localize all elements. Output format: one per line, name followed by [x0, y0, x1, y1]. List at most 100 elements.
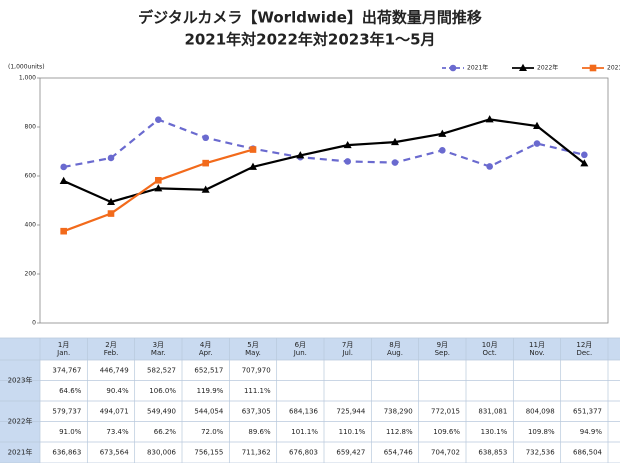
month-ja: 6月	[295, 341, 306, 349]
point	[486, 163, 493, 170]
month-en: Apr.	[199, 349, 213, 357]
legend-label: 2021年	[467, 64, 488, 72]
row-label: 2023年	[8, 376, 33, 385]
table-value: 636,863	[52, 449, 81, 457]
table-value: 579,737	[52, 407, 81, 415]
month-en: Oct.	[483, 349, 497, 357]
month-en: Jul.	[341, 349, 353, 357]
y-tick-label: 800	[25, 124, 37, 131]
point	[519, 63, 527, 71]
point	[60, 163, 67, 171]
table-value: 711,362	[242, 449, 271, 457]
table-header-bg	[0, 338, 620, 360]
y-tick-label: 1,000	[19, 75, 36, 82]
month-ja: 5月	[247, 341, 258, 349]
month-en: Mar.	[151, 349, 166, 357]
point	[580, 159, 589, 167]
point	[249, 162, 257, 170]
table-yoy: 101.1%	[291, 428, 318, 436]
table-value: 651,377	[573, 407, 602, 415]
table-yoy: 90.4%	[106, 387, 129, 395]
table-yoy: 89.6%	[248, 428, 271, 436]
point	[60, 227, 67, 235]
legend-label: 2022年	[537, 64, 558, 72]
table-yoy: 110.1%	[339, 428, 366, 436]
table-value: 707,970	[242, 366, 271, 374]
table-yoy: 94.9%	[580, 428, 603, 436]
month-en: Jan.	[56, 349, 70, 357]
table-value: 374,767	[52, 366, 81, 374]
month-ja: 9月	[437, 341, 448, 349]
point	[296, 151, 305, 159]
table-yoy: 91.0%	[59, 428, 82, 436]
month-en: Nov.	[529, 349, 544, 357]
table-value: 446,749	[100, 366, 129, 374]
point	[485, 115, 494, 123]
table-yoy: 66.2%	[154, 428, 177, 436]
point	[391, 159, 399, 166]
point	[438, 129, 447, 137]
table-value: 686,504	[573, 449, 602, 457]
point	[107, 154, 115, 162]
table-value: 684,136	[289, 407, 318, 415]
point	[391, 137, 399, 146]
y-tick-label: 200	[25, 271, 37, 278]
month-ja: 8月	[389, 341, 400, 349]
table-value: 652,517	[194, 366, 223, 374]
table-value: 544,054	[194, 407, 223, 415]
month-en: Jun.	[293, 349, 307, 357]
month-ja: 10月	[482, 341, 498, 349]
month-ja: 2月	[105, 341, 116, 349]
chart-title: デジタルカメラ【Worldwide】出荷数量月間推移	[138, 9, 482, 27]
table-value: 756,155	[194, 449, 223, 457]
point	[439, 147, 446, 154]
unit-label: (1,000units)	[8, 64, 45, 71]
table-value: 582,527	[147, 366, 176, 374]
table-yoy: 109.8%	[528, 428, 555, 436]
table-value: 676,803	[289, 449, 318, 457]
point	[154, 184, 163, 192]
table-value: 638,853	[478, 449, 507, 457]
month-en: May.	[245, 349, 261, 357]
table-value: 732,536	[526, 449, 555, 457]
month-ja: 3月	[153, 341, 164, 349]
table-yoy: 106.0%	[149, 387, 176, 395]
table-value: 804,098	[526, 407, 555, 415]
point	[107, 197, 115, 205]
table-value: 673,564	[100, 449, 129, 457]
legend-label: 2023年	[607, 64, 620, 72]
point	[343, 140, 352, 149]
month-en: Aug.	[387, 349, 403, 357]
table-yoy: 119.9%	[197, 387, 224, 395]
table-yoy: 112.8%	[386, 428, 413, 436]
point	[344, 158, 351, 165]
point	[581, 151, 588, 159]
point	[202, 134, 209, 142]
row-label: 2021年	[8, 448, 33, 457]
table-value: 549,490	[147, 407, 176, 415]
table-value: 494,071	[100, 407, 129, 415]
series-line	[63, 118, 585, 169]
plot-frame	[39, 77, 609, 324]
point	[533, 121, 541, 129]
month-en: Sep.	[435, 349, 450, 357]
table-yoy: 111.1%	[244, 387, 271, 395]
point	[107, 210, 115, 217]
table-value: 654,746	[384, 449, 413, 457]
point	[202, 159, 209, 167]
table-yoy: 64.6%	[59, 387, 82, 395]
table-rowhead-bg	[0, 360, 40, 463]
table-value: 725,944	[336, 407, 365, 415]
point	[155, 116, 162, 123]
table-yoy: 73.4%	[106, 428, 129, 436]
month-ja: 1月	[58, 341, 69, 349]
table-yoy: 72.0%	[201, 428, 224, 436]
month-ja: 12月	[576, 341, 592, 349]
series-line	[63, 118, 586, 204]
y-tick-label: 600	[25, 173, 37, 180]
month-ja: 4月	[200, 341, 211, 349]
point	[201, 185, 210, 193]
row-label: 2022年	[8, 417, 33, 426]
table-value: 830,006	[147, 449, 176, 457]
